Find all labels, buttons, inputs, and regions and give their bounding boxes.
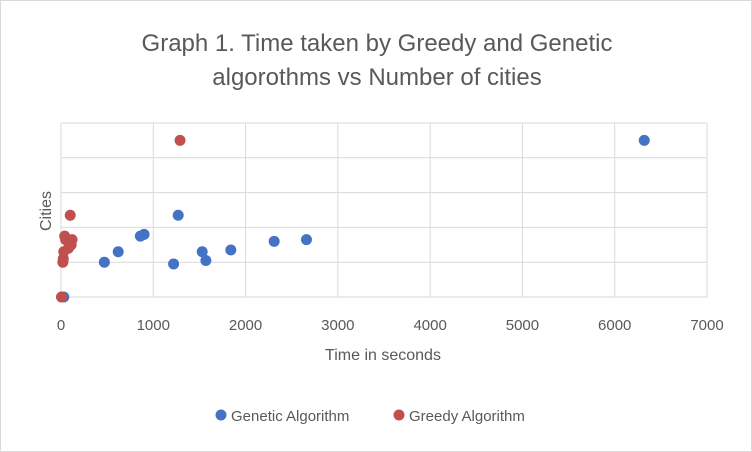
x-tick-label: 7000 <box>690 317 723 334</box>
legend-marker-genetic <box>215 409 227 421</box>
point-genetic <box>638 134 650 146</box>
point-greedy <box>64 209 76 221</box>
legend-label-greedy: Greedy Algorithm <box>409 408 525 425</box>
legend-marker-greedy <box>393 409 405 421</box>
x-tick-label: 1000 <box>137 317 170 334</box>
x-axis-title: Time in seconds <box>325 347 441 364</box>
point-genetic <box>112 246 124 258</box>
point-greedy <box>55 291 67 303</box>
point-genetic <box>138 228 150 240</box>
x-tick-label: 6000 <box>598 317 631 334</box>
x-tick-label: 3000 <box>321 317 354 334</box>
x-tick-label: 0 <box>57 317 65 334</box>
legend: Genetic Algorithm Greedy Algorithm <box>215 408 525 425</box>
data-points <box>55 134 650 303</box>
series-genetic <box>58 134 650 303</box>
point-genetic <box>168 258 180 270</box>
point-genetic <box>98 256 110 268</box>
grid <box>60 122 708 298</box>
series-greedy <box>55 134 186 303</box>
point-genetic <box>172 209 184 221</box>
x-tick-label: 4000 <box>413 317 446 334</box>
chart-title-line-1: Graph 1. Time taken by Greedy and Geneti… <box>142 30 613 57</box>
point-genetic <box>268 235 280 247</box>
legend-label-genetic: Genetic Algorithm <box>231 408 349 425</box>
x-tick-label: 2000 <box>229 317 262 334</box>
chart-title-line-2: algorothms vs Number of cities <box>212 64 541 91</box>
point-genetic <box>200 254 212 266</box>
point-greedy <box>174 134 186 146</box>
point-genetic <box>225 244 237 256</box>
x-tick-label: 5000 <box>506 317 539 334</box>
point-greedy <box>66 234 78 246</box>
point-genetic <box>196 246 208 258</box>
x-axis-ticks: 0 1000 2000 3000 4000 5000 6000 7000 <box>57 317 724 334</box>
y-axis-title: Cities <box>38 191 55 231</box>
point-genetic <box>300 234 312 246</box>
